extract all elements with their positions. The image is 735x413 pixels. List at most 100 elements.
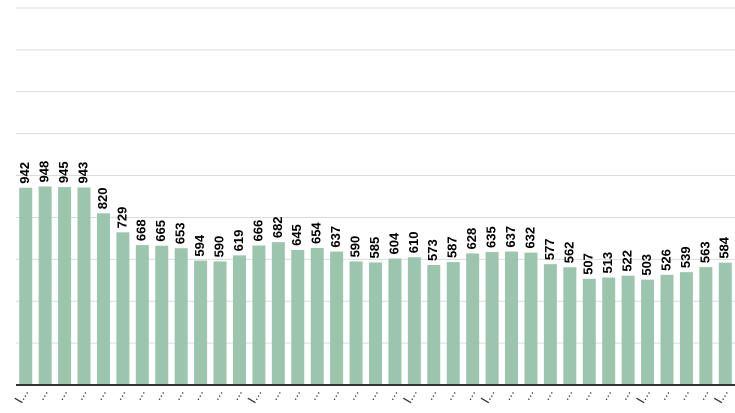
value-label: 503 [639,254,654,276]
bar [271,242,285,385]
bar [407,257,421,385]
x-tick-label: I... [400,386,420,406]
value-label: 577 [542,238,557,260]
bar [310,248,324,385]
value-label: 562 [561,242,576,264]
x-tick-label: ... [693,386,711,403]
bar [427,264,441,385]
bar [699,267,713,385]
x-tick-label: ... [32,386,50,403]
x-tick-label: ... [440,386,458,403]
x-tick-label: ... [188,386,206,403]
value-label: 585 [367,237,382,259]
bar [135,245,149,385]
value-label: 637 [328,226,343,248]
value-label: 590 [348,236,363,258]
bar [155,245,169,385]
bar [718,262,732,385]
bar [505,251,519,385]
bar [369,262,382,385]
bar [349,261,363,385]
x-tick-label: ... [557,386,575,403]
x-tick-label: ... [596,386,614,403]
x-tick-label: ... [285,386,303,403]
value-label: 948 [37,161,52,183]
bar [485,252,499,385]
x-tick-label: ... [129,386,147,403]
x-tick-label: I... [11,386,31,406]
value-label: 942 [17,162,32,184]
value-label: 668 [134,219,149,241]
value-label: 820 [95,188,110,210]
x-tick-label: ... [615,386,633,403]
x-tick-label: ... [304,386,322,403]
bar [174,248,188,385]
x-tick-label: ... [460,386,478,403]
value-label: 587 [445,236,460,258]
value-label: 526 [658,249,673,271]
value-label: 645 [289,224,304,246]
value-label: 507 [581,253,596,275]
x-tick-label: I... [244,386,264,406]
bar [660,274,674,385]
bar [602,277,616,385]
value-label: 584 [717,236,732,258]
value-label: 604 [386,232,401,254]
x-tick-label: I... [711,386,731,406]
value-label: 635 [484,226,499,248]
bar [116,232,130,385]
bar [621,275,635,385]
value-label: 666 [250,220,265,242]
bar [524,252,538,385]
value-label: 943 [75,162,90,184]
value-label: 632 [522,227,537,249]
x-tick-label: ... [538,386,556,403]
value-label: 610 [406,232,421,254]
bar [194,260,208,385]
value-label: 590 [211,236,226,258]
value-label: 653 [173,223,188,245]
bar [582,278,596,385]
bar [96,213,110,385]
bar [446,262,460,385]
value-label: 682 [270,216,285,238]
x-tick-label: ... [499,386,517,403]
value-label: 729 [114,207,129,229]
x-tick-label: ... [654,386,672,403]
bar [563,267,577,385]
bar [213,261,227,385]
value-label: 594 [192,234,207,256]
x-tick-label: ... [91,386,109,403]
value-label: 619 [231,230,246,252]
value-label: 563 [697,241,712,263]
bar [388,258,402,385]
value-label: 513 [600,252,615,274]
x-tick-label: ... [518,386,536,403]
bar [641,279,655,385]
x-tick-label: ... [227,386,245,403]
value-label: 522 [620,250,635,272]
x-tick-label: ... [266,386,284,403]
x-tick-label: ... [168,386,186,403]
x-tick-label: ... [149,386,167,403]
x-tick-label: ... [343,386,361,403]
value-label: 665 [153,220,168,242]
bar [543,264,557,385]
bar [232,255,246,385]
x-tick-label: ... [71,386,89,403]
value-label: 539 [678,246,693,268]
x-tick-label: I... [477,386,497,406]
bar [38,186,52,385]
bar [58,187,72,385]
value-label: 573 [425,239,440,261]
x-tick-label: ... [674,386,692,403]
value-label: 654 [309,222,324,244]
x-tick-label: I... [633,386,653,406]
value-label: 628 [464,228,479,250]
x-tick-label: ... [382,386,400,403]
bar [679,272,693,385]
x-tick-label: ... [52,386,70,403]
bar [466,253,480,385]
value-label: 945 [56,161,71,183]
